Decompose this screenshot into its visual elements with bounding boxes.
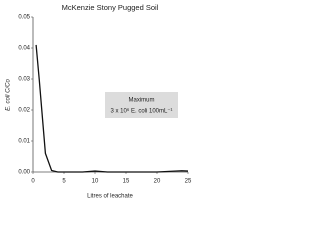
- annotation: Maximum: [128, 98, 154, 104]
- x-tick-label: 10: [92, 179, 99, 185]
- annotation-box: [105, 92, 178, 118]
- x-tick-label: 20: [154, 179, 161, 185]
- x-tick-label: 0: [31, 179, 35, 185]
- chart-title: McKenzie Stony Pugged Soil: [62, 3, 159, 12]
- y-tick-label: 0.05: [18, 15, 30, 21]
- data-line: [35, 44, 189, 173]
- y-tick-label: 0.01: [18, 139, 30, 145]
- y-tick-label: 0.00: [18, 170, 30, 176]
- x-axis-label: Litres of leachate: [87, 194, 133, 200]
- x-tick-label: 25: [185, 179, 192, 185]
- x-tick-label: 15: [123, 179, 130, 185]
- annotation: 3 x 10⁶ E. coli 100mL⁻¹: [111, 108, 173, 115]
- y-tick-label: 0.03: [18, 77, 30, 83]
- x-tick-label: 5: [62, 179, 66, 185]
- chart: McKenzie Stony Pugged Soil Litres of lea…: [6, 3, 192, 200]
- y-tick-label: 0.02: [18, 108, 30, 114]
- y-tick-label: 0.04: [18, 46, 30, 52]
- y-axis-label: E. coli C/Co: [6, 79, 12, 111]
